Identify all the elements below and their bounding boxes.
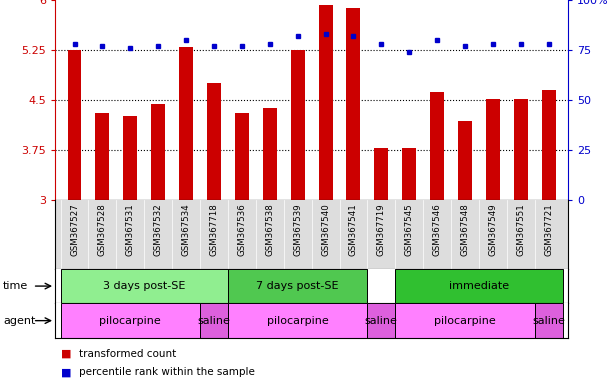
Bar: [535, 303, 563, 338]
Text: GSM367527: GSM367527: [70, 203, 79, 256]
Text: 3 days post-SE: 3 days post-SE: [103, 281, 185, 291]
Bar: [152, 104, 165, 200]
Bar: [228, 303, 367, 338]
Bar: [95, 113, 109, 200]
Bar: [68, 50, 81, 200]
Bar: [263, 108, 277, 200]
Bar: [207, 83, 221, 200]
Text: pilocarpine: pilocarpine: [100, 316, 161, 326]
Text: GSM367534: GSM367534: [181, 203, 191, 256]
Text: agent: agent: [3, 316, 35, 326]
Text: immediate: immediate: [449, 281, 509, 291]
Text: GSM367721: GSM367721: [544, 203, 553, 256]
Text: pilocarpine: pilocarpine: [434, 316, 496, 326]
Bar: [200, 303, 228, 338]
Bar: [235, 113, 249, 200]
Text: GSM367538: GSM367538: [265, 203, 274, 256]
Bar: [60, 269, 228, 303]
Bar: [179, 46, 193, 200]
Text: GSM367549: GSM367549: [488, 203, 497, 256]
Bar: [318, 5, 332, 200]
Bar: [291, 50, 305, 200]
Text: GSM367531: GSM367531: [126, 203, 135, 256]
Bar: [346, 8, 360, 200]
Text: transformed count: transformed count: [79, 349, 177, 359]
Text: GSM367539: GSM367539: [293, 203, 302, 256]
Text: pilocarpine: pilocarpine: [267, 316, 329, 326]
Text: GSM367548: GSM367548: [461, 203, 469, 256]
Text: GSM367719: GSM367719: [377, 203, 386, 256]
Text: GSM367541: GSM367541: [349, 203, 358, 256]
Bar: [486, 99, 500, 200]
Bar: [430, 92, 444, 200]
Text: ■: ■: [61, 367, 71, 377]
Text: saline: saline: [197, 316, 230, 326]
Bar: [228, 269, 367, 303]
Text: GSM367718: GSM367718: [210, 203, 219, 256]
Bar: [395, 269, 563, 303]
Text: saline: saline: [532, 316, 565, 326]
Bar: [367, 303, 395, 338]
Text: percentile rank within the sample: percentile rank within the sample: [79, 367, 255, 377]
Bar: [375, 148, 389, 200]
Bar: [542, 90, 555, 200]
Text: GSM367532: GSM367532: [154, 203, 163, 256]
Text: 7 days post-SE: 7 days post-SE: [257, 281, 339, 291]
Text: ■: ■: [61, 349, 71, 359]
Bar: [123, 116, 137, 200]
Bar: [458, 121, 472, 200]
Text: GSM367545: GSM367545: [404, 203, 414, 256]
Text: GSM367528: GSM367528: [98, 203, 107, 256]
Text: GSM367551: GSM367551: [516, 203, 525, 256]
Bar: [60, 303, 200, 338]
Bar: [402, 148, 416, 200]
Bar: [514, 99, 528, 200]
Bar: [395, 303, 535, 338]
Text: GSM367546: GSM367546: [433, 203, 442, 256]
Text: GSM367540: GSM367540: [321, 203, 330, 256]
Text: saline: saline: [365, 316, 398, 326]
Text: GSM367536: GSM367536: [238, 203, 246, 256]
Text: time: time: [3, 281, 28, 291]
